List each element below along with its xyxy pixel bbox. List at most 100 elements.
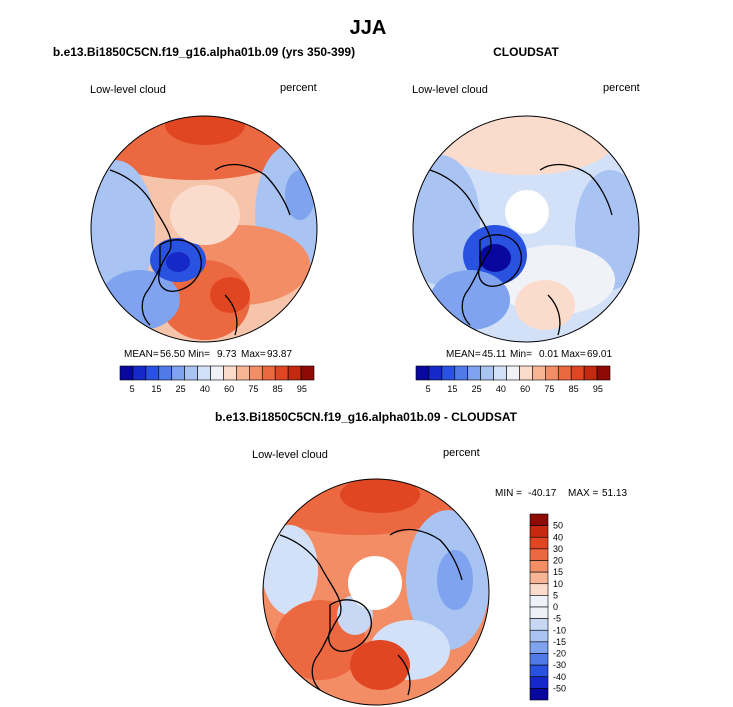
colorbar-swatch-4 [171, 365, 185, 381]
colorbar-tick-label: -10 [553, 625, 566, 635]
colorbar-swatch-12 [274, 365, 289, 381]
colorbar-swatch-5 [529, 571, 549, 585]
panel-model-right-label: percent [280, 82, 317, 94]
colorbar-tick-label: 0 [553, 602, 558, 612]
model-coastlines [109, 163, 291, 336]
diff-north-pacific-core [340, 479, 420, 513]
colorbar-tick-label: -50 [553, 683, 566, 693]
model-arctic-ocean [170, 185, 240, 245]
model-north-atlantic-core [210, 277, 250, 313]
panel-difference-border [262, 478, 490, 706]
colorbar-swatch-2 [529, 536, 549, 550]
colorbar-swatch-6 [493, 365, 507, 381]
colorbar-swatch-14 [529, 676, 549, 689]
colorbar-tick-label: 60 [520, 384, 530, 394]
panel-model-left-label: Low-level cloud [90, 84, 166, 96]
colorbar-tick-label: 5 [553, 590, 558, 600]
panel-cloudsat-stats: MEAN= 45.11 Min= 0.01 Max= 69.01 [446, 349, 612, 360]
colorbar-swatch-3 [454, 365, 469, 381]
colorbar-swatch-13 [583, 365, 598, 381]
colorbar-tick-label: 75 [544, 384, 554, 394]
cloudsat-coastlines [429, 163, 613, 336]
panel-difference-right-label: percent [443, 447, 480, 459]
colorbar-swatch-1 [132, 365, 147, 381]
colorbar-tick-label: 40 [200, 384, 210, 394]
panel-cloudsat: CLOUDSAT Low-level cloud percent ME [412, 45, 640, 394]
diff-max-value: 51.13 [602, 488, 627, 499]
model-mean-label: MEAN= [124, 349, 159, 360]
model-max-value: 93.87 [267, 349, 292, 360]
cloudsat-min-value: 0.01 [539, 349, 559, 360]
cloudsat-colorbar: 5 15 25 40 60 75 85 95 [415, 365, 611, 394]
colorbar-swatch-14 [596, 365, 611, 381]
colorbar-swatch-8 [223, 365, 237, 381]
panel-cloudsat-border [412, 115, 640, 343]
colorbar-swatch-3 [158, 365, 173, 381]
colorbar-swatch-0 [529, 513, 549, 526]
panel-model-title: b.e13.Bi1850C5CN.f19_g16.alpha01b.09 (yr… [53, 45, 355, 59]
colorbar-swatch-8 [519, 365, 533, 381]
colorbar-swatch-1 [529, 525, 549, 538]
colorbar-tick-label: 40 [553, 532, 563, 542]
colorbar-tick-label: 15 [553, 567, 563, 577]
colorbar-tick-label: 75 [248, 384, 258, 394]
cloudsat-max-value: 69.01 [587, 349, 612, 360]
panel-cloudsat-left-label: Low-level cloud [412, 84, 488, 96]
colorbar-swatch-7 [529, 595, 549, 608]
colorbar-swatch-14 [300, 365, 315, 381]
panel-cloudsat-right-label: percent [603, 82, 640, 94]
cloudsat-north-pacific [435, 116, 615, 175]
colorbar-swatch-11 [529, 641, 549, 654]
colorbar-tick-label: 30 [553, 544, 563, 554]
colorbar-tick-label: 60 [224, 384, 234, 394]
colorbar-swatch-3 [529, 548, 549, 561]
cloudsat-north-atlantic [515, 280, 575, 330]
colorbar-tick-label: 25 [176, 384, 186, 394]
colorbar-tick-label: 40 [496, 384, 506, 394]
panel-difference-title: b.e13.Bi1850C5CN.f19_g16.alpha01b.09 - C… [215, 410, 518, 424]
colorbar-swatch-5 [480, 365, 494, 381]
colorbar-swatch-9 [529, 618, 549, 631]
colorbar-swatch-0 [119, 365, 134, 381]
diff-max-label: MAX = [568, 488, 598, 499]
colorbar-tick-label: -15 [553, 637, 566, 647]
panel-difference: b.e13.Bi1850C5CN.f19_g16.alpha01b.09 - C… [215, 410, 627, 706]
model-min-value: 9.73 [217, 349, 237, 360]
panel-model-map [91, 116, 317, 342]
colorbar-swatch-15 [529, 688, 549, 701]
model-colorbar: 5 15 25 40 60 75 85 95 [119, 365, 315, 394]
colorbar-swatch-12 [570, 365, 585, 381]
colorbar-swatch-1 [428, 365, 443, 381]
colorbar-swatch-12 [529, 653, 549, 666]
panel-difference-left-label: Low-level cloud [252, 449, 328, 461]
panel-model-stats: MEAN= 56.50 Min= 9.73 Max= 93.87 [124, 349, 292, 360]
panel-model: b.e13.Bi1850C5CN.f19_g16.alpha01b.09 (yr… [53, 45, 355, 394]
cloudsat-max-label: Max= [561, 349, 586, 360]
colorbar-swatch-6 [197, 365, 211, 381]
diff-min-value: -40.17 [528, 488, 557, 499]
colorbar-tick-label: 5 [130, 384, 135, 394]
colorbar-swatch-11 [261, 365, 276, 381]
colorbar-swatch-6 [529, 583, 549, 596]
colorbar-swatch-5 [184, 365, 198, 381]
colorbar-swatch-2 [145, 365, 160, 381]
colorbar-tick-label: -30 [553, 660, 566, 670]
diff-north-atlantic [350, 640, 410, 690]
panel-cloudsat-title: CLOUDSAT [493, 45, 559, 59]
panel-model-border [90, 115, 318, 343]
colorbar-tick-label: 10 [553, 579, 563, 589]
colorbar-swatch-0 [415, 365, 430, 381]
cloudsat-canada-low [430, 270, 510, 330]
colorbar-tick-label: 95 [593, 384, 603, 394]
colorbar-swatch-4 [529, 560, 549, 573]
colorbar-tick-label: 25 [472, 384, 482, 394]
colorbar-swatch-13 [287, 365, 302, 381]
colorbar-swatch-7 [506, 365, 520, 381]
figure-title: JJA [350, 17, 387, 39]
colorbar-tick-label: 50 [553, 521, 563, 531]
colorbar-swatch-13 [529, 664, 549, 678]
panel-cloudsat-map [413, 116, 639, 342]
cloudsat-no-data-hole [505, 190, 549, 234]
colorbar-swatch-2 [441, 365, 456, 381]
